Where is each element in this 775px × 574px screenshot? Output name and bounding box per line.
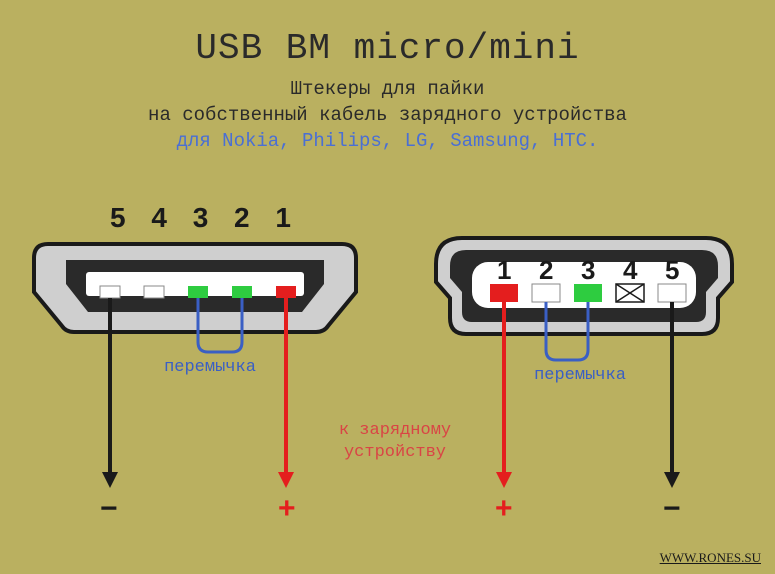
micro-connector [30,234,370,564]
micro-minus: − [100,492,118,526]
device-label-line1: к зарядному [339,421,451,440]
svg-text:2: 2 [539,255,553,285]
mini-minus: − [663,492,681,526]
mini-jumper-label: перемычка [520,366,640,385]
device-label: к зарядному устройству [320,420,470,464]
mini-connector: 1 2 3 4 5 [432,226,752,556]
mini-plus: + [495,492,513,526]
svg-text:5: 5 [665,255,679,285]
micro-jumper-label: перемычка [150,358,270,377]
device-label-line2: устройству [344,443,446,462]
watermark: WWW.RONES.SU [660,550,761,566]
subtitle: Штекеры для пайки на собственный кабель … [0,77,775,128]
diagram-area: 5 4 3 2 1 перемычка − + [0,210,775,540]
svg-text:3: 3 [581,255,595,285]
svg-text:1: 1 [497,255,511,285]
subtitle-line1: Штекеры для пайки [291,78,485,100]
micro-plus: + [278,492,296,526]
page-title: USB BM micro/mini [0,0,775,69]
svg-text:4: 4 [623,255,638,285]
micro-pin-numbers: 5 4 3 2 1 [110,202,300,234]
brands-list: для Nokia, Philips, LG, Samsung, HTC. [0,130,775,152]
subtitle-line2: на собственный кабель зарядного устройст… [148,104,627,126]
